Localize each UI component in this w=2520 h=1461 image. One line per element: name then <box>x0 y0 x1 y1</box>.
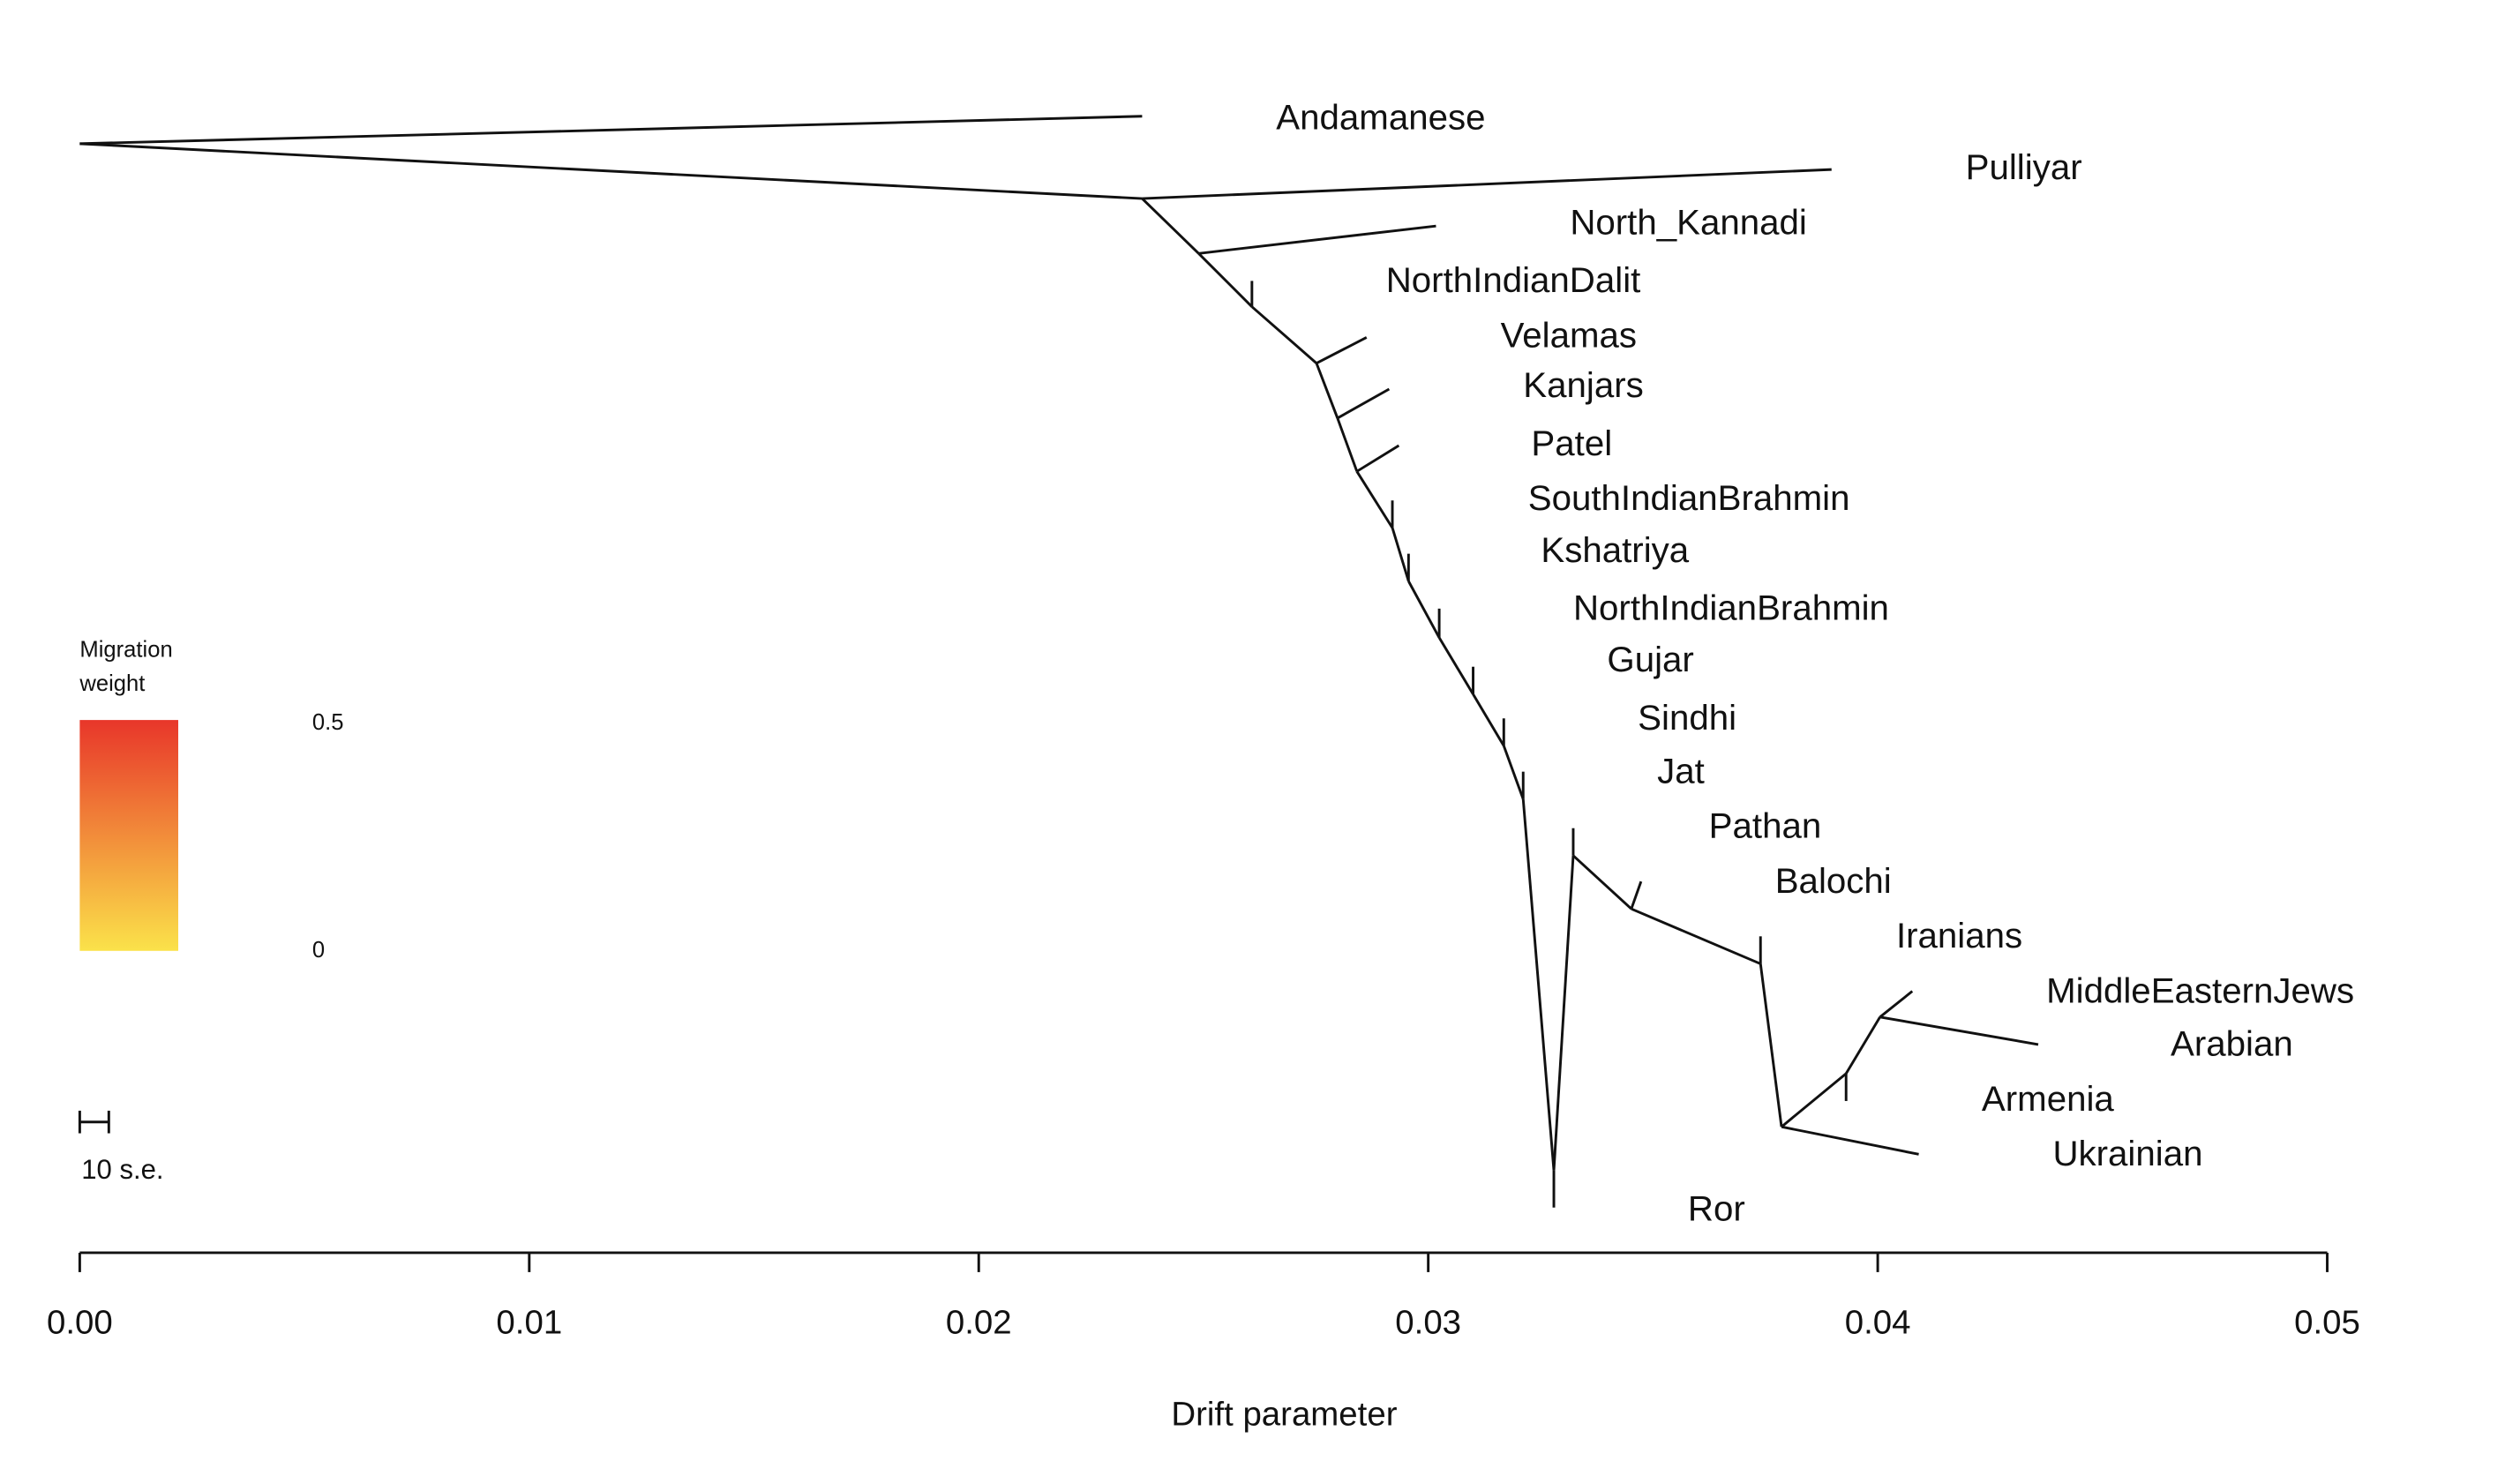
tip-label-andamanese: Andamanese <box>1276 97 1485 137</box>
tip-label-ror: Ror <box>1688 1188 1745 1228</box>
tree-branch <box>1631 907 1761 965</box>
scale-bar <box>78 1110 110 1134</box>
tree-branch <box>1250 305 1318 364</box>
x-tick-label: 0.01 <box>496 1303 562 1341</box>
x-tick-label: 0.03 <box>1395 1303 1461 1341</box>
tip-label-northindiandalit: NorthIndianDalit <box>1386 260 1641 300</box>
migration-weight-colorbar <box>79 720 179 951</box>
tree-branch <box>1879 1015 2039 1046</box>
tree-branch <box>1197 252 1253 308</box>
tree-branch <box>1316 336 1368 365</box>
tip-label-patel: Patel <box>1531 423 1612 463</box>
x-tick-label: 0.05 <box>2294 1303 2360 1341</box>
x-tick-label: 0.04 <box>1845 1303 1911 1341</box>
tree-branch <box>1315 363 1339 419</box>
tree-branch <box>1141 198 1200 255</box>
tree-branch <box>79 142 1143 200</box>
tree-branch <box>1355 470 1394 529</box>
legend-title-1: Migration <box>79 638 172 663</box>
tree-branch <box>1502 745 1525 800</box>
tree-branch <box>1356 444 1400 473</box>
tree-branch <box>1437 637 1474 695</box>
tree-branch <box>1336 417 1359 472</box>
tree-branch <box>1630 880 1643 910</box>
tip-label-sindhi: Sindhi <box>1638 698 1736 738</box>
tree-branch <box>1337 387 1391 420</box>
scale-bar-label: 10 s.e. <box>81 1154 163 1185</box>
tip-label-kanjars: Kanjars <box>1523 365 1643 405</box>
tree-branch <box>1472 693 1505 747</box>
tip-label-balochi: Balochi <box>1775 861 1892 901</box>
tip-label-kshatriya: Kshatriya <box>1541 530 1689 570</box>
x-tick-label: 0.00 <box>47 1303 113 1341</box>
tip-label-northindianbrahmin: NorthIndianBrahmin <box>1573 588 1889 628</box>
tree-branch <box>1142 168 1832 200</box>
tip-label-iranians: Iranians <box>1896 916 2022 955</box>
tree-branch <box>1879 990 1914 1018</box>
tip-label-armenia: Armenia <box>1982 1079 2114 1119</box>
tree-branch <box>1391 527 1410 582</box>
legend-max-label: 0.5 <box>312 710 344 735</box>
tip-labels: Andamanese Pulliyar North_Kannadi NorthIndi… <box>1276 97 2354 1228</box>
tip-label-southindianbrahmin: SouthIndianBrahmin <box>1528 478 1850 518</box>
tip-label-pulliyar: Pulliyar <box>1966 147 2082 187</box>
legend-title-2: weight <box>79 671 145 696</box>
tip-label-arabian: Arabian <box>2171 1024 2293 1064</box>
tree-branch <box>1844 1016 1881 1075</box>
tip-label-ukrainian: Ukrainian <box>2052 1134 2202 1173</box>
tree-branch <box>1781 1125 1919 1156</box>
x-axis-label: Drift parameter <box>1171 1396 1397 1434</box>
tree-branch <box>79 115 1143 146</box>
tree-branch <box>1198 224 1436 255</box>
tip-label-north-kannadi: North_Kannadi <box>1570 202 1807 242</box>
tip-label-pathan: Pathan <box>1709 806 1822 846</box>
tree-branch <box>1407 581 1441 639</box>
x-axis: 0.00 0.01 0.02 0.03 0.04 0.05 <box>47 1251 2360 1341</box>
tree-branch <box>1781 1072 1848 1128</box>
legend-min-label: 0 <box>312 938 325 963</box>
tree-branch <box>1759 963 1783 1128</box>
tip-label-jat: Jat <box>1657 751 1705 790</box>
tree-branches <box>79 115 2039 1208</box>
tip-label-middleeasternjews: MiddleEasternJews <box>2046 970 2354 1010</box>
tree-branch <box>1552 855 1575 1171</box>
x-tick-label: 0.02 <box>946 1303 1012 1341</box>
tip-label-velamas: Velamas <box>1501 315 1637 355</box>
tree-branch <box>1521 798 1556 1171</box>
tip-label-gujar: Gujar <box>1607 640 1693 679</box>
tree-branch <box>1571 854 1632 910</box>
